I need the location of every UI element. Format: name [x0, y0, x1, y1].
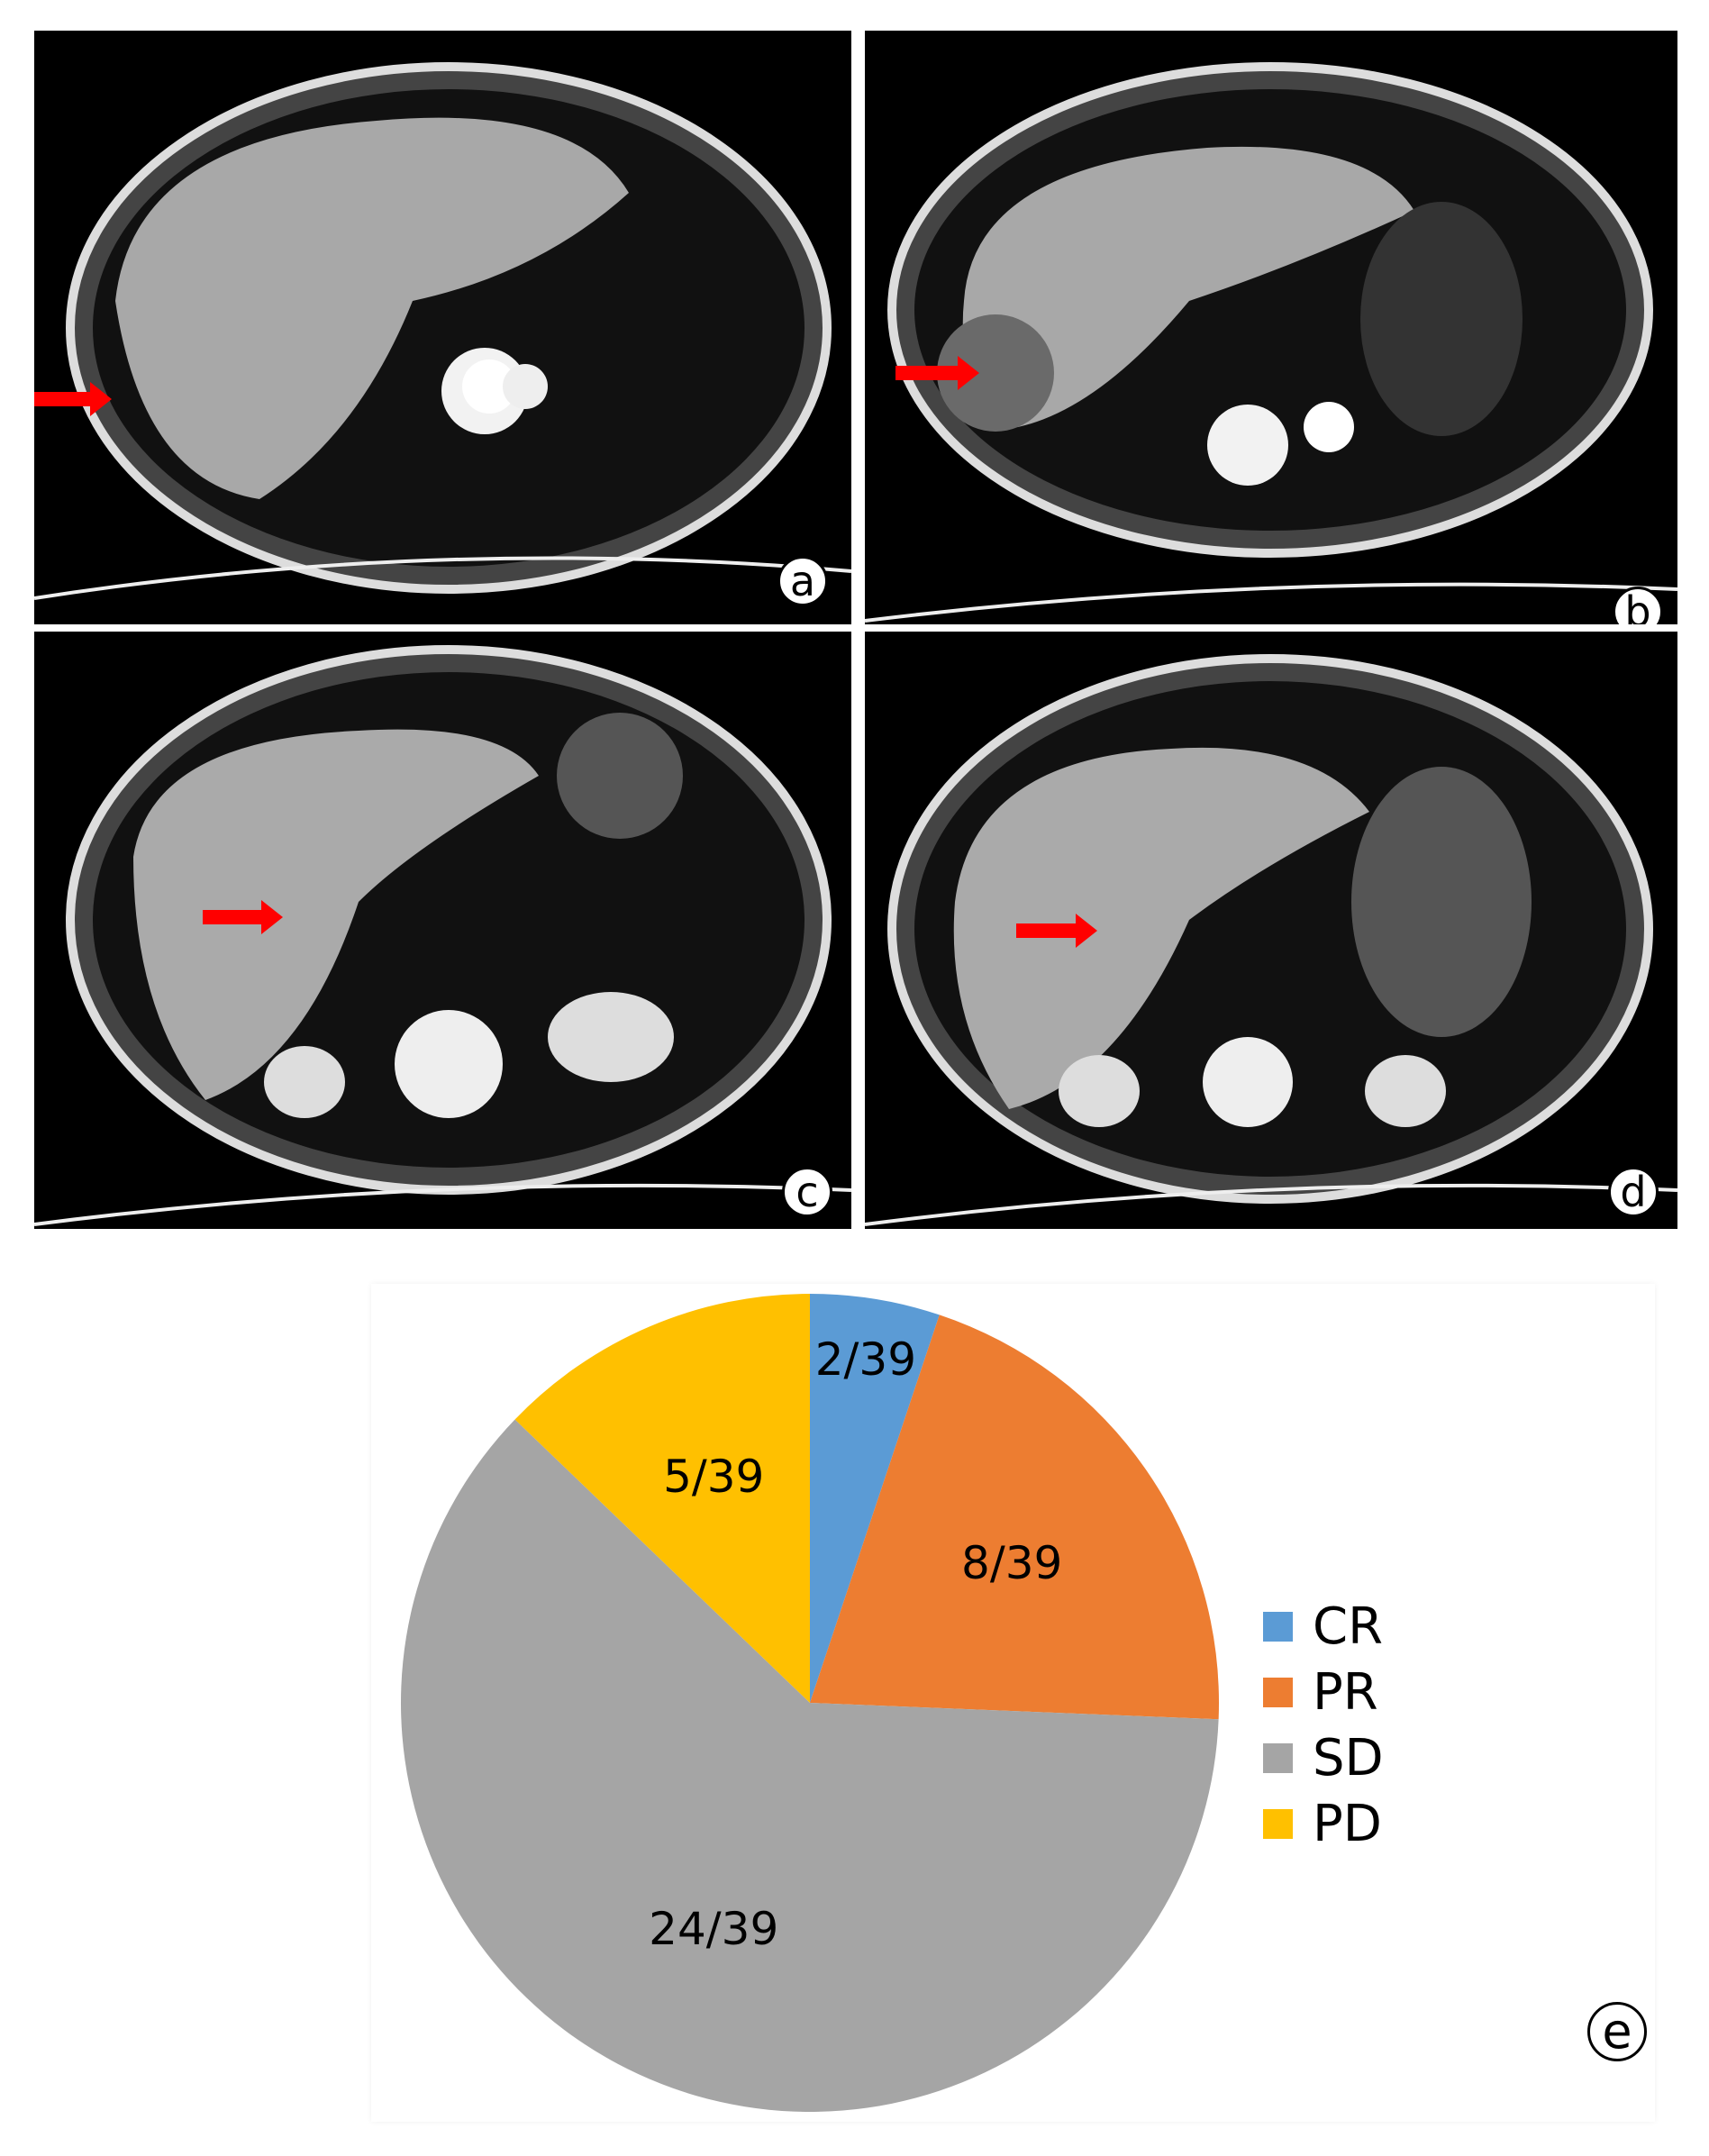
legend-label: PR	[1313, 1662, 1378, 1722]
data-label-pr: 8/39	[961, 1537, 1063, 1590]
ct-panel-c: c	[34, 632, 851, 1229]
pie-slice-sd	[401, 1419, 1219, 2112]
data-label-sd: 24/39	[649, 1902, 779, 1955]
legend-label: CR	[1313, 1597, 1384, 1656]
ct-panel-b: b	[865, 31, 1677, 624]
legend-swatch	[1263, 1677, 1293, 1707]
pie-slice-pr	[810, 1315, 1220, 1720]
ct-scan-image	[865, 62, 1677, 623]
legend-item-cr: CR	[1263, 1597, 1384, 1656]
legend-swatch	[1263, 1742, 1293, 1773]
legend-item-pd: PD	[1263, 1794, 1382, 1853]
pie-slice-cr	[810, 1294, 940, 1703]
ct-panel-a: a	[34, 31, 851, 624]
legend-swatch	[1263, 1808, 1293, 1839]
legend-label: SD	[1313, 1728, 1384, 1788]
legend-item-sd: SD	[1263, 1728, 1384, 1788]
ct-panel-d: d	[865, 632, 1677, 1229]
ct-scan-image	[865, 654, 1677, 1226]
panel-label: c	[782, 1167, 832, 1217]
ct-scan-image	[34, 62, 851, 600]
legend-label: PD	[1313, 1794, 1382, 1853]
legend-swatch	[1263, 1611, 1293, 1642]
panel-label: b	[1613, 587, 1663, 624]
data-label-cr: 2/39	[814, 1333, 917, 1387]
panel-label: a	[777, 556, 828, 606]
panel-label: e	[1587, 2002, 1647, 2061]
pie-slice-pd	[514, 1293, 810, 1703]
data-label-pd: 5/39	[663, 1451, 765, 1504]
panel-label: d	[1608, 1167, 1659, 1217]
legend-item-pr: PR	[1263, 1662, 1378, 1722]
ct-scan-image	[34, 645, 851, 1226]
